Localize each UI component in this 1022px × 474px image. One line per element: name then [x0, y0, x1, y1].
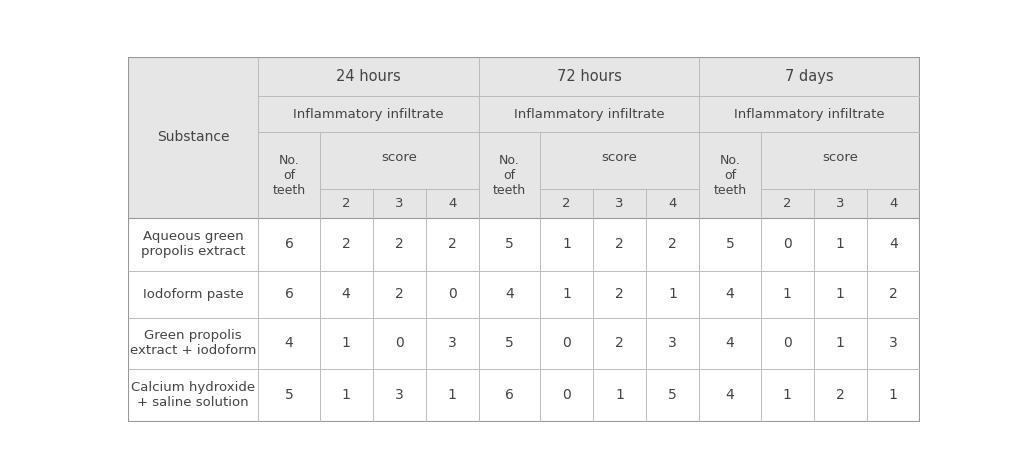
Bar: [128, 96, 920, 132]
Text: 3: 3: [668, 337, 678, 350]
Text: 1: 1: [615, 388, 624, 402]
Text: 4: 4: [668, 197, 677, 210]
Text: 1: 1: [341, 388, 351, 402]
Text: Iodoform paste: Iodoform paste: [143, 288, 243, 301]
Text: 2: 2: [615, 337, 624, 350]
Text: 1: 1: [668, 288, 678, 301]
Text: score: score: [602, 151, 638, 164]
Bar: [128, 218, 920, 271]
Text: 1: 1: [836, 337, 845, 350]
Text: 2: 2: [562, 197, 571, 210]
Text: Inflammatory infiltrate: Inflammatory infiltrate: [514, 108, 664, 121]
Text: 1: 1: [783, 388, 792, 402]
Text: 4: 4: [726, 288, 735, 301]
Text: 0: 0: [448, 288, 457, 301]
Text: 5: 5: [505, 337, 514, 350]
Text: 1: 1: [889, 388, 897, 402]
Text: 3: 3: [394, 388, 404, 402]
Text: 2: 2: [836, 388, 844, 402]
Bar: [128, 57, 920, 96]
Text: Inflammatory infiltrate: Inflammatory infiltrate: [293, 108, 444, 121]
Text: 24 hours: 24 hours: [336, 69, 401, 84]
Text: 0: 0: [394, 337, 404, 350]
Text: 2: 2: [783, 197, 791, 210]
Text: 1: 1: [836, 288, 845, 301]
Bar: [128, 132, 920, 189]
Text: 2: 2: [342, 197, 351, 210]
Text: 5: 5: [726, 237, 735, 251]
Text: 4: 4: [284, 337, 293, 350]
Text: 4: 4: [726, 388, 735, 402]
Text: 1: 1: [836, 237, 845, 251]
Text: 2: 2: [668, 237, 678, 251]
Text: 2: 2: [615, 288, 624, 301]
Text: 5: 5: [668, 388, 678, 402]
Text: Calcium hydroxide
+ saline solution: Calcium hydroxide + saline solution: [131, 381, 256, 410]
Bar: [128, 271, 920, 318]
Text: Substance: Substance: [156, 130, 229, 145]
Text: 0: 0: [562, 337, 571, 350]
Text: 3: 3: [448, 337, 457, 350]
Text: Inflammatory infiltrate: Inflammatory infiltrate: [734, 108, 885, 121]
Text: 2: 2: [889, 288, 897, 301]
Text: 6: 6: [284, 237, 293, 251]
Text: 4: 4: [889, 197, 897, 210]
Text: 5: 5: [505, 237, 514, 251]
Text: 3: 3: [394, 197, 404, 210]
Text: 2: 2: [615, 237, 624, 251]
Text: 1: 1: [341, 337, 351, 350]
Text: 4: 4: [341, 288, 351, 301]
Bar: [128, 318, 920, 369]
Text: 0: 0: [783, 337, 792, 350]
Text: No.
of
teeth: No. of teeth: [713, 154, 746, 197]
Text: 4: 4: [448, 197, 457, 210]
Text: 6: 6: [505, 388, 514, 402]
Text: 5: 5: [284, 388, 293, 402]
Text: 2: 2: [394, 288, 404, 301]
Text: 2: 2: [448, 237, 457, 251]
Text: 0: 0: [783, 237, 792, 251]
Text: 4: 4: [726, 337, 735, 350]
Text: 1: 1: [783, 288, 792, 301]
Text: 1: 1: [562, 237, 571, 251]
Text: No.
of
teeth: No. of teeth: [493, 154, 526, 197]
Bar: [128, 189, 920, 218]
Text: No.
of
teeth: No. of teeth: [273, 154, 306, 197]
Text: 2: 2: [394, 237, 404, 251]
Text: Green propolis
extract + iodoform: Green propolis extract + iodoform: [130, 329, 257, 357]
Text: 1: 1: [448, 388, 457, 402]
Text: 1: 1: [562, 288, 571, 301]
Text: 4: 4: [505, 288, 514, 301]
Text: 7 days: 7 days: [785, 69, 834, 84]
Bar: [128, 369, 920, 422]
Text: 2: 2: [341, 237, 351, 251]
Text: 6: 6: [284, 288, 293, 301]
Text: 4: 4: [889, 237, 897, 251]
Text: 3: 3: [836, 197, 844, 210]
Text: Aqueous green
propolis extract: Aqueous green propolis extract: [141, 230, 245, 258]
Text: 3: 3: [615, 197, 624, 210]
Text: 0: 0: [562, 388, 571, 402]
Text: 72 hours: 72 hours: [557, 69, 621, 84]
Text: 3: 3: [889, 337, 897, 350]
Text: score: score: [823, 151, 858, 164]
Text: score: score: [381, 151, 417, 164]
